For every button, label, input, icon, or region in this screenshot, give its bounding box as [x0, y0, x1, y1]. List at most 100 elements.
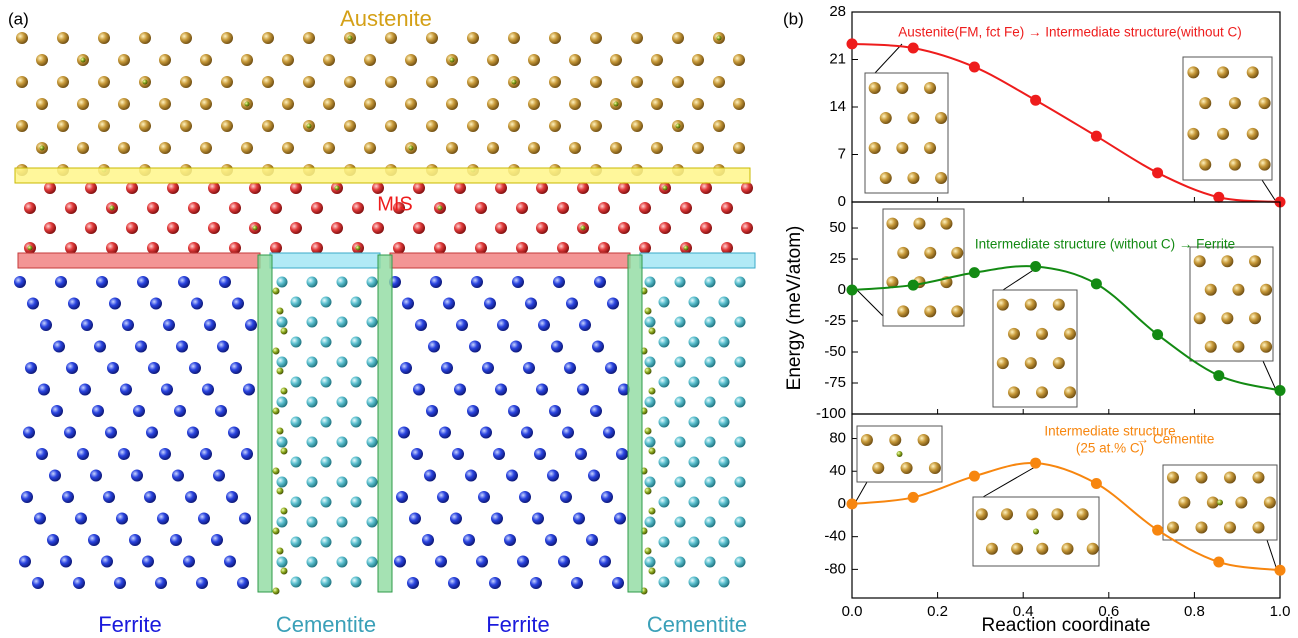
y-tick-label: 0 [838, 281, 846, 298]
fe-atom [536, 182, 548, 194]
fe-atom [651, 54, 663, 66]
inset-atom [1077, 508, 1089, 520]
fe-atom [454, 384, 466, 396]
fe-atom [163, 319, 175, 331]
fe-atom [277, 517, 288, 528]
fe-atom [689, 537, 700, 548]
inset-atom [935, 172, 947, 184]
fe-atom [159, 142, 171, 154]
x-tick-label: 0.8 [1184, 603, 1205, 620]
fe-atom [385, 32, 397, 44]
fe-atom [282, 54, 294, 66]
fe-atom [454, 222, 466, 234]
fe-atom [57, 32, 69, 44]
fe-atom [290, 182, 302, 194]
x-tick-label: 0.2 [927, 603, 948, 620]
fe-atom [337, 357, 348, 368]
inset-atom [913, 218, 925, 230]
inset-atom [1217, 128, 1229, 140]
y-tick-label: 0 [838, 193, 846, 210]
inset-atom [896, 82, 908, 94]
c-atom [253, 226, 258, 231]
fe-atom [719, 577, 730, 588]
fe-atom [94, 341, 106, 353]
fe-atom [337, 557, 348, 568]
fe-atom [733, 142, 745, 154]
fe-atom [57, 120, 69, 132]
fe-atom [367, 517, 378, 528]
fe-atom [307, 317, 318, 328]
inset-arrow [1267, 540, 1276, 567]
fe-atom [16, 120, 28, 132]
fe-atom [549, 76, 561, 88]
fe-atom [675, 317, 686, 328]
fe-atom [651, 142, 663, 154]
fe-atom [605, 362, 617, 374]
inset-atom [1247, 128, 1259, 140]
inset-atom [897, 247, 909, 259]
fe-atom [525, 298, 537, 310]
y-tick-label: -80 [824, 560, 846, 577]
inset-atom [1053, 357, 1065, 369]
fe-atom [55, 276, 67, 288]
fe-atom [351, 417, 362, 428]
c-atom [676, 124, 681, 129]
fe-atom [131, 470, 143, 482]
inset-atom [1008, 328, 1020, 340]
fe-atom [303, 32, 315, 44]
fe-atom [586, 534, 598, 546]
fe-atom [549, 405, 561, 417]
c-atom [581, 226, 586, 231]
fe-atom [137, 276, 149, 288]
fe-atom [735, 557, 746, 568]
fe-atom [495, 222, 507, 234]
fe-atom [610, 142, 622, 154]
fe-atom [351, 457, 362, 468]
fe-atom [180, 32, 192, 44]
fe-atom [167, 182, 179, 194]
data-point [908, 492, 919, 503]
fe-atom [516, 242, 528, 254]
fe-atom [307, 437, 318, 448]
fe-atom [407, 577, 419, 589]
fe-atom [413, 182, 425, 194]
inset-arrow [1003, 269, 1035, 290]
fe-atom [25, 362, 37, 374]
fe-atom [229, 202, 241, 214]
fe-atom [213, 470, 225, 482]
fe-atom [307, 557, 318, 568]
inset-atom [889, 434, 901, 446]
c-atom [281, 568, 288, 575]
fe-atom [367, 317, 378, 328]
fe-atom [167, 222, 179, 234]
fe-atom [733, 98, 745, 110]
inset-atom [869, 142, 881, 154]
fe-atom [598, 242, 610, 254]
y-tick-label: 21 [829, 50, 846, 67]
fe-atom [672, 76, 684, 88]
inset-arrow [875, 44, 902, 73]
data-point [1152, 525, 1163, 536]
fe-atom [413, 222, 425, 234]
fe-atom [337, 477, 348, 488]
fe-atom [47, 534, 59, 546]
fe-atom [159, 448, 171, 460]
fe-atom [107, 362, 119, 374]
ferrite-label: Ferrite [486, 612, 550, 637]
inset-atom [924, 82, 936, 94]
fe-atom [321, 377, 332, 388]
fe-atom [411, 448, 423, 460]
fe-atom [217, 341, 229, 353]
fe-atom [311, 202, 323, 214]
fe-atom [713, 76, 725, 88]
fe-atom [307, 517, 318, 528]
fe-atom [689, 377, 700, 388]
cyan-interface-bar [640, 253, 755, 268]
x-tick-label: 0.0 [842, 603, 863, 620]
fe-atom [489, 577, 501, 589]
fe-atom [133, 405, 145, 417]
fe-atom [405, 98, 417, 110]
inset-c-atom [1033, 529, 1039, 535]
fe-atom [735, 397, 746, 408]
inset-atom [1252, 472, 1264, 484]
